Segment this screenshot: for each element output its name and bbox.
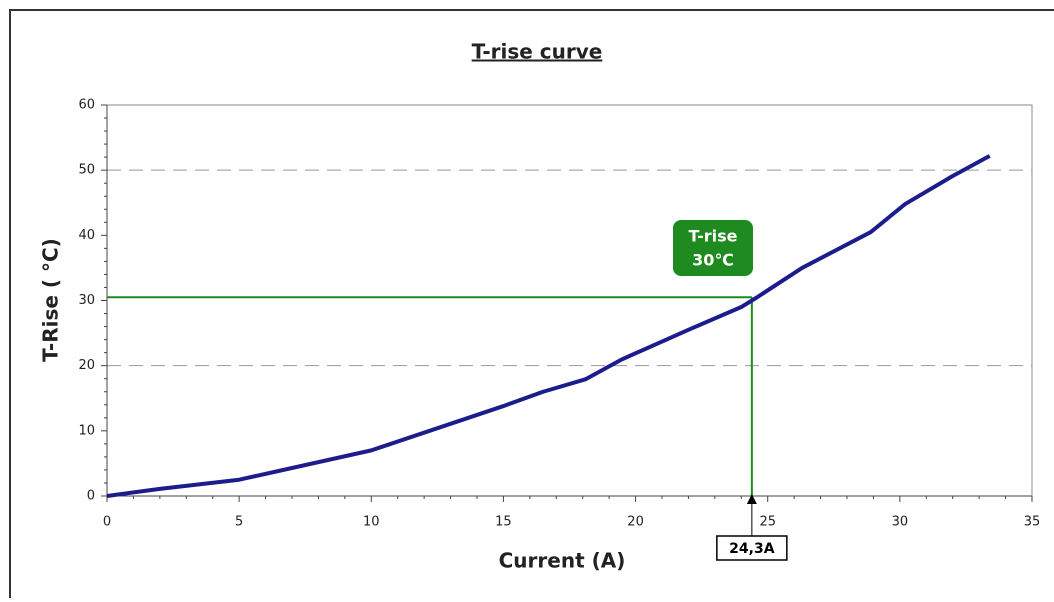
- x-axis-label: Current (A): [499, 549, 626, 573]
- y-tick-label: 10: [78, 423, 95, 438]
- y-tick-label: 0: [87, 489, 95, 504]
- x-tick-label: 0: [103, 515, 111, 530]
- x-tick-label: 30: [892, 515, 909, 530]
- y-tick-label: 40: [78, 228, 95, 243]
- x-marker-label: 24,3A: [729, 541, 775, 557]
- frame: [9, 9, 1054, 602]
- marker-label: 30℃: [692, 251, 734, 270]
- marker-label: T-rise: [689, 227, 738, 246]
- data-line: [106, 154, 991, 498]
- x-tick-label: 10: [363, 515, 380, 530]
- y-axis-label: T-Rise ( °C): [39, 238, 63, 362]
- arrow-head: [746, 494, 757, 504]
- x-tick-label: 25: [759, 515, 776, 530]
- x-tick-label: 5: [235, 515, 243, 530]
- y-tick-label: 50: [78, 163, 95, 178]
- y-tick-label: 20: [78, 358, 95, 373]
- chart-title: T-rise curve: [472, 40, 603, 64]
- marker-label-box: [673, 220, 753, 276]
- x-tick-label: 35: [1024, 515, 1041, 530]
- x-tick-label: 15: [495, 515, 512, 530]
- y-tick-label: 60: [78, 98, 95, 113]
- y-tick-label: 30: [78, 293, 95, 308]
- x-marker-box: [716, 535, 788, 561]
- x-tick-label: 20: [627, 515, 644, 530]
